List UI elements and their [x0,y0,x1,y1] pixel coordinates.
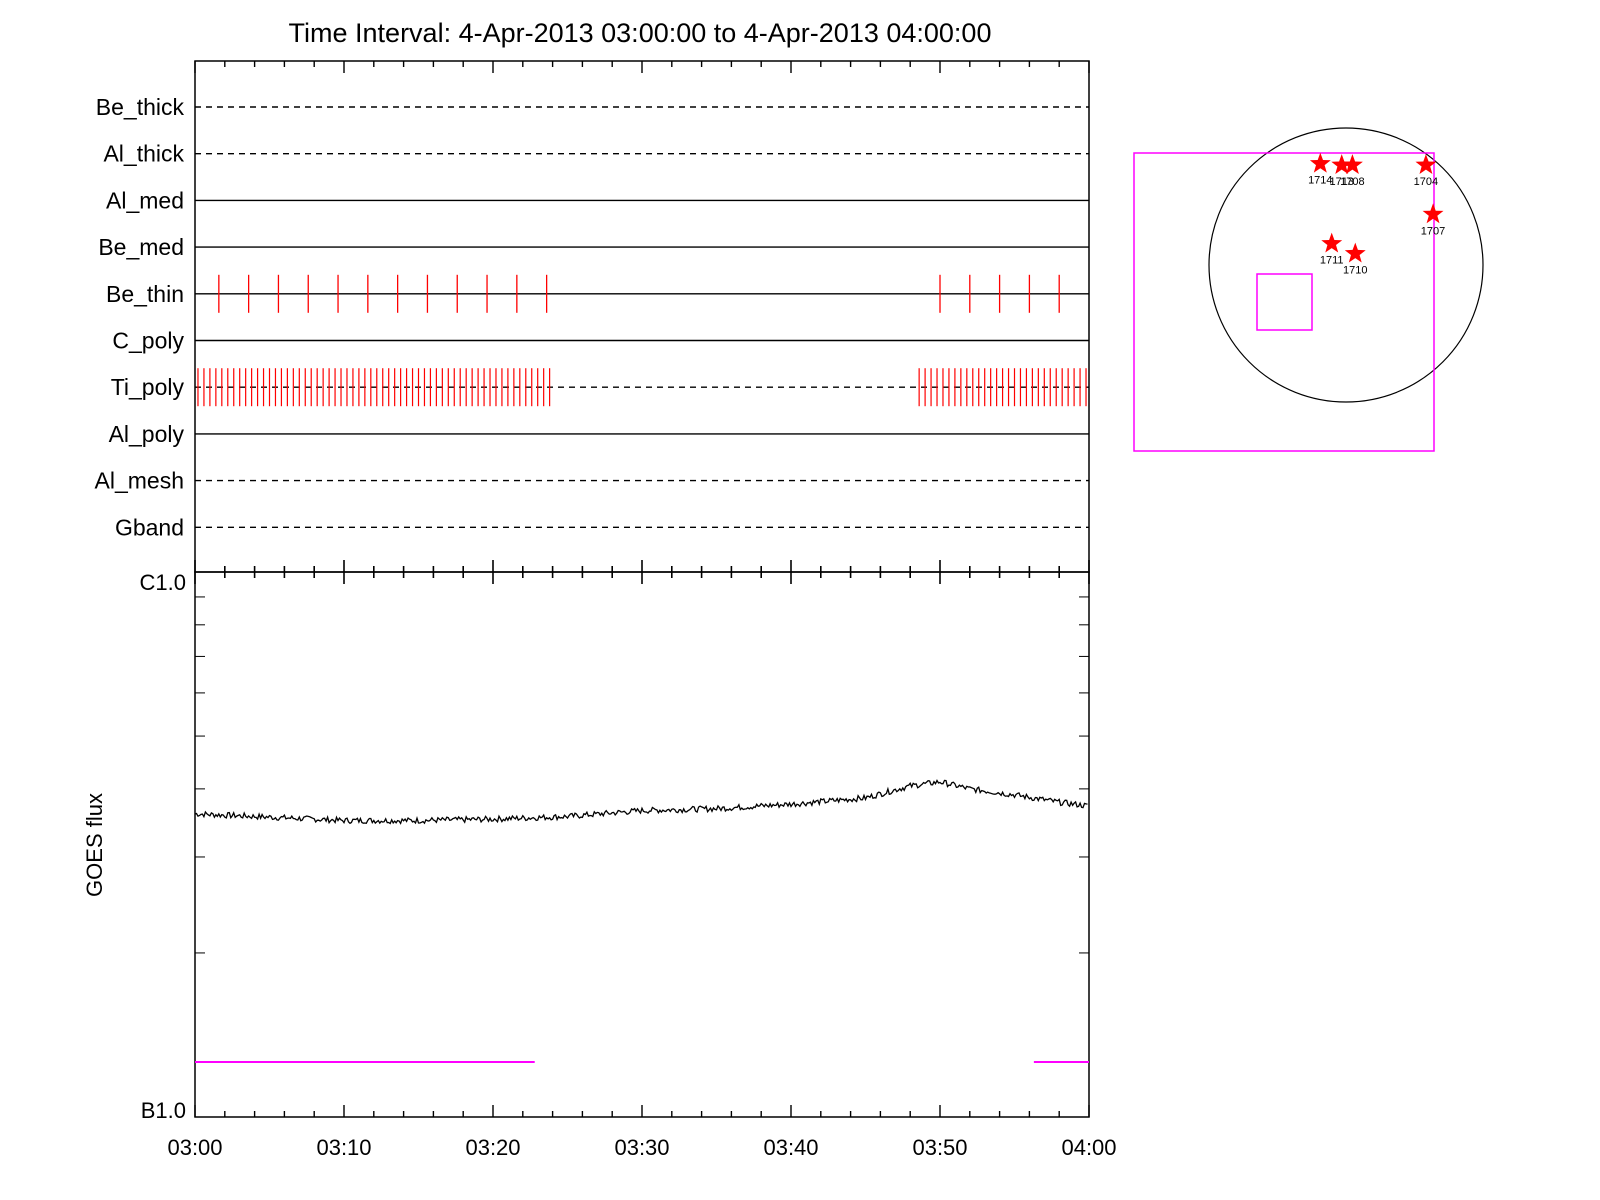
filter-label-ti_poly: Ti_poly [111,374,185,400]
xrt-fov-small [1256,273,1313,331]
x-tick-label: 03:00 [167,1135,222,1160]
active-region-label: 1711 [1320,255,1344,267]
active-region-marker [1321,232,1343,253]
active-region-marker [1309,152,1331,173]
filter-label-al_mesh: Al_mesh [95,468,184,494]
active-region-label: 1713 [1329,176,1353,188]
filter-label-al_thick: Al_thick [103,141,184,167]
filter-label-be_med: Be_med [98,234,184,260]
filter-label-al_poly: Al_poly [109,421,185,447]
filter-label-al_med: Al_med [106,187,184,213]
x-tick-label: 03:30 [614,1135,669,1160]
goes-panel: C1.0 B1.0 GOES flux 03:00 03:10 03:20 03:30… [82,570,1117,1160]
x-tick-label: 04:00 [1061,1135,1116,1160]
x-tick-label: 03:10 [316,1135,371,1160]
goes-flux-line [194,779,1088,825]
goes-panel-frame [194,571,1090,1118]
active-region-marker [1342,154,1363,174]
chart-title: Time Interval: 4-Apr-2013 03:00:00 to 4-… [289,18,992,48]
active-region-label: 1714 [1308,175,1332,187]
x-tick-label: 03:40 [763,1135,818,1160]
x-tick-label: 03:20 [465,1135,520,1160]
filter-label-c_poly: C_poly [112,328,184,354]
xrt-fov-large [1133,152,1435,452]
goes-ytick-top: C1.0 [140,570,186,595]
active-region-label: 1704 [1414,176,1438,188]
filter-panel-frame [194,60,1090,573]
goes-ytick-bottom: B1.0 [141,1098,186,1123]
active-region-marker [1331,154,1353,174]
filter-label-be_thick: Be_thick [96,94,185,120]
x-tick-label: 03:50 [912,1135,967,1160]
solar-limb [1208,127,1484,403]
active-region-marker [1415,154,1437,174]
active-region-label: 1707 [1421,225,1445,237]
filter-label-gband: Gband [115,514,184,540]
goes-ylabel: GOES flux [82,793,107,897]
filter-panel: Be_thick Al_thick Al_med Be_med Be_thin C_pol… [95,60,1090,584]
active-region-marker [1422,203,1444,224]
active-region-marker [1344,242,1366,263]
active-region-label: 1708 [1340,176,1364,188]
filter-label-be_thin: Be_thin [106,281,184,307]
active-region-label: 1710 [1343,265,1367,277]
